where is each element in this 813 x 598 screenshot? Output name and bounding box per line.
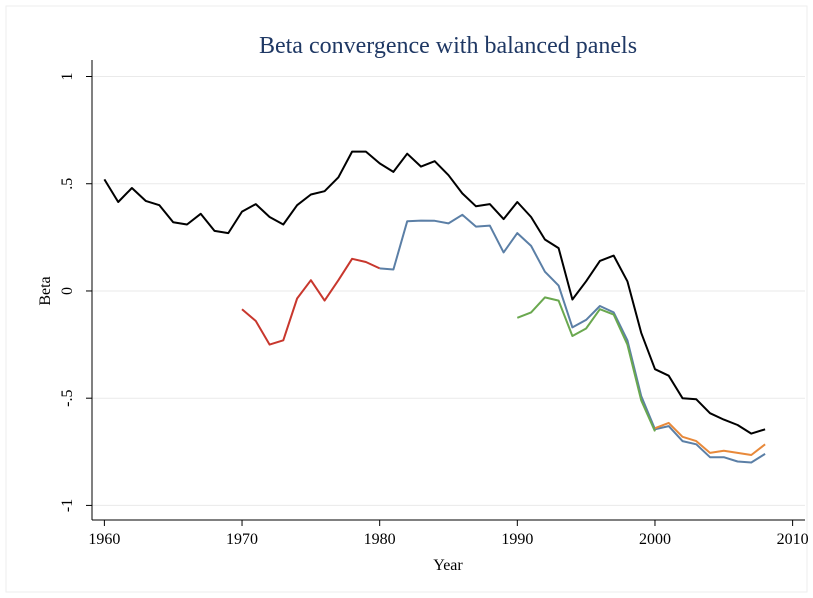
series-line	[241, 257, 381, 346]
y-tick-label: -.5	[59, 390, 76, 407]
chart-title: Beta convergence with balanced panels	[259, 33, 637, 59]
series-line	[103, 150, 766, 435]
y-tick-label: -1	[59, 499, 76, 512]
chart-frame	[5, 5, 808, 593]
y-axis-label: Beta	[37, 276, 54, 305]
x-tick-label: 1980	[364, 531, 396, 548]
series-line	[379, 213, 766, 464]
x-tick-label: 1970	[226, 531, 258, 548]
x-tick-label: 2010	[777, 531, 809, 548]
series-line	[654, 421, 766, 456]
x-tick-label: 1990	[501, 531, 533, 548]
x-axis-label: Year	[433, 557, 463, 574]
x-tick-label: 1960	[88, 531, 120, 548]
x-tick-label: 2000	[639, 531, 671, 548]
y-tick-label: .5	[59, 178, 76, 190]
y-tick-label: 1	[59, 73, 76, 81]
y-tick-label: 0	[59, 287, 76, 295]
series-line	[516, 296, 656, 432]
